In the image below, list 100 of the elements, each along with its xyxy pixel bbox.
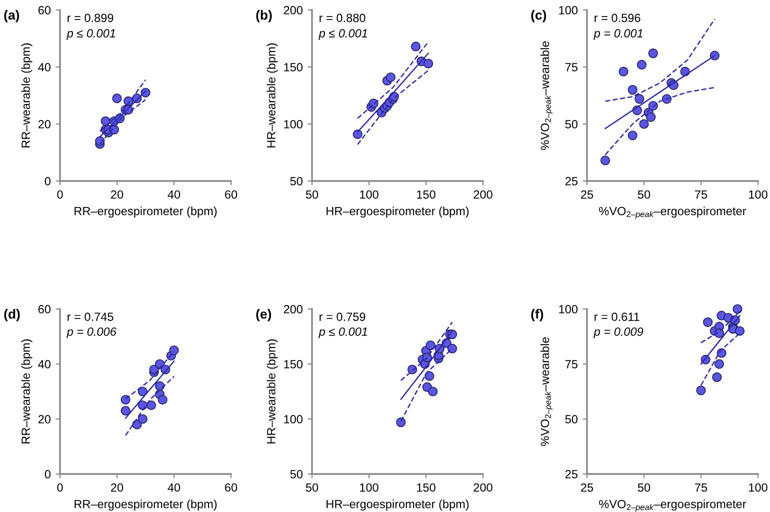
- point: [732, 304, 742, 314]
- y-tick-label: 50: [290, 177, 303, 186]
- y-tick-label: 0: [44, 177, 51, 186]
- x-tick-label: 50: [306, 190, 318, 199]
- point: [138, 414, 148, 424]
- x-tick-label: 40: [168, 483, 180, 492]
- point: [424, 371, 434, 381]
- point: [628, 130, 638, 140]
- y-axis-title: HR–wearable (bpm): [266, 339, 278, 444]
- y-axis-title: %VO$_{2–peak}$–wearable: [540, 41, 553, 150]
- point: [646, 112, 656, 122]
- annotation: p = 0.009: [594, 327, 644, 338]
- y-tick-label: 40: [38, 360, 51, 368]
- point: [423, 58, 434, 68]
- point: [636, 60, 647, 70]
- y-tick-label: 200: [284, 305, 303, 314]
- point: [734, 326, 745, 336]
- x-tick-label: 75: [695, 483, 708, 492]
- chart-title: (e): [256, 309, 272, 322]
- point: [386, 72, 396, 82]
- x-tick-label: 150: [417, 483, 436, 492]
- chart-title: (c): [531, 10, 546, 22]
- y-axis-title: RR–wearable (bpm): [21, 43, 32, 148]
- point: [146, 400, 156, 410]
- y-tick-label: 100: [559, 6, 578, 14]
- point: [634, 94, 644, 104]
- y-tick-label: 50: [565, 120, 578, 128]
- x-axis-title: %VO$_{2–peak}$–ergoespirometer: [599, 500, 746, 512]
- y-tick-label: 75: [565, 63, 578, 72]
- x-tick-label: 100: [360, 483, 378, 492]
- x-tick-label: 0: [57, 483, 63, 492]
- point: [120, 394, 130, 405]
- y-axis-title: %VO$_{2–peak}$–wearable: [540, 337, 553, 446]
- point: [426, 340, 436, 350]
- x-tick-label: 100: [749, 190, 768, 199]
- annotation: r = 0.899: [68, 14, 114, 22]
- chart-title: (f): [531, 309, 544, 322]
- x-tick-label: 100: [360, 190, 378, 199]
- point: [618, 66, 628, 76]
- point: [714, 359, 724, 369]
- chart-title: (d): [4, 309, 20, 322]
- x-tick-label: 50: [638, 190, 650, 199]
- annotation: p ≤ 0.001: [318, 29, 367, 40]
- x-tick-label: 150: [417, 190, 436, 199]
- point: [703, 317, 713, 328]
- y-tick-label: 100: [284, 415, 303, 424]
- annotation: r = 0.596: [594, 14, 640, 22]
- point: [112, 94, 122, 104]
- point: [352, 129, 362, 140]
- y-tick-label: 50: [290, 470, 303, 478]
- x-tick-label: 20: [111, 190, 124, 199]
- y-tick-label: 25: [565, 177, 578, 186]
- x-tick-label: 25: [581, 190, 594, 199]
- y-tick-label: 60: [38, 6, 51, 14]
- y-tick-label: 25: [565, 470, 578, 478]
- point: [712, 372, 722, 382]
- y-tick-label: 150: [284, 63, 303, 72]
- y-tick-label: 20: [38, 415, 51, 424]
- x-tick-label: 0: [57, 190, 63, 199]
- y-tick-label: 50: [565, 415, 578, 424]
- annotation: r = 0.759: [320, 312, 366, 321]
- y-tick-label: 100: [559, 305, 578, 314]
- x-tick-label: 40: [168, 190, 180, 199]
- annotation: p ≤ 0.001: [66, 29, 115, 40]
- x-tick-label: 200: [474, 190, 492, 199]
- y-tick-label: 75: [565, 360, 578, 368]
- annotation: r = 0.745: [68, 312, 114, 321]
- x-tick-label: 200: [474, 483, 492, 492]
- point: [396, 417, 406, 428]
- annotation: p ≤ 0.001: [318, 327, 367, 338]
- point: [696, 386, 706, 396]
- annotation: r = 0.880: [320, 14, 366, 22]
- annotation: p = 0.006: [66, 327, 116, 338]
- y-tick-label: 100: [284, 120, 303, 128]
- y-tick-label: 60: [38, 305, 51, 314]
- point: [628, 84, 638, 95]
- x-tick-label: 60: [225, 483, 238, 492]
- point: [169, 345, 179, 356]
- x-tick-label: 75: [695, 190, 708, 199]
- x-tick-label: 50: [306, 483, 318, 492]
- x-axis-title: RR–ergoespirometer (bpm): [74, 500, 217, 511]
- point: [120, 406, 130, 416]
- x-tick-label: 60: [225, 190, 238, 199]
- point: [428, 386, 438, 396]
- annotation: r = 0.611: [594, 312, 640, 321]
- x-axis-title: %VO$_{2–peak}$–ergoespirometer: [599, 206, 746, 219]
- y-axis-title: HR–wearable (bpm): [266, 43, 278, 148]
- x-axis-title: HR–ergoespirometer (bpm): [326, 206, 469, 218]
- chart-title: (b): [256, 10, 272, 22]
- point: [600, 156, 610, 166]
- x-axis-title: HR–ergoespirometer (bpm): [326, 500, 469, 511]
- y-tick-label: 40: [38, 63, 51, 72]
- chart-title: (a): [4, 10, 20, 22]
- x-tick-label: 20: [111, 483, 124, 492]
- y-tick-label: 200: [284, 6, 303, 14]
- x-tick-label: 50: [638, 483, 650, 492]
- point: [410, 42, 421, 52]
- y-tick-label: 20: [38, 120, 51, 128]
- point: [447, 344, 458, 354]
- point: [639, 119, 649, 129]
